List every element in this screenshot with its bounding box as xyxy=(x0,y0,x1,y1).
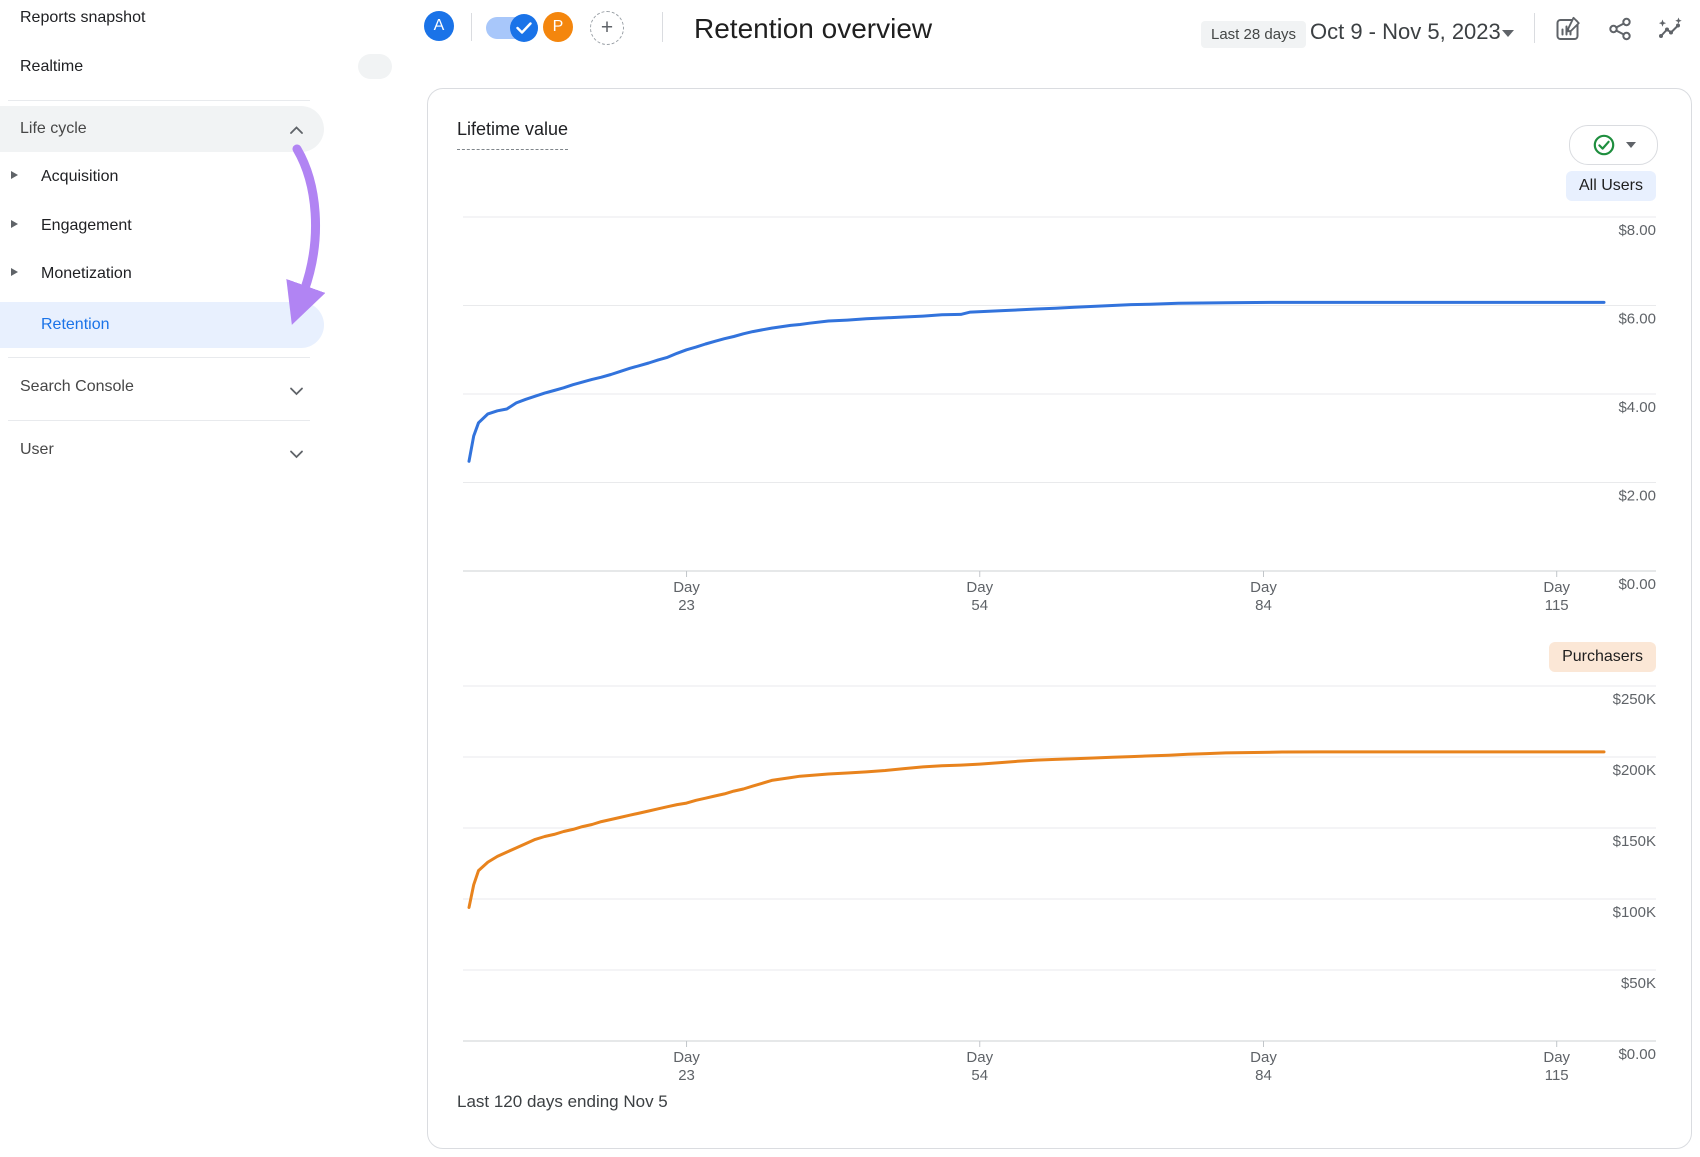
sidebar-section-label: User xyxy=(20,441,54,458)
sidebar-item-reports-snapshot[interactable]: Reports snapshot xyxy=(20,9,146,26)
report-collection-a-button[interactable]: A xyxy=(424,11,454,41)
header-divider xyxy=(471,13,472,41)
caret-down-icon xyxy=(1625,142,1636,148)
add-collection-button[interactable]: + xyxy=(590,11,624,45)
sidebar: Reports snapshot Realtime Life cycle Acq… xyxy=(0,0,330,1157)
y-axis-label: $50K xyxy=(1621,975,1656,992)
scroll-remnant xyxy=(358,54,392,79)
expand-triangle-icon[interactable] xyxy=(11,171,18,179)
page-title: Retention overview xyxy=(694,13,933,44)
edit-report-button[interactable] xyxy=(1552,13,1584,45)
header-divider xyxy=(662,12,663,42)
y-axis-label: $2.00 xyxy=(1618,488,1656,505)
all-users-ltv-chart: $0.00$2.00$4.00$6.00$8.00Day23Day54Day84… xyxy=(463,216,1656,613)
series-line-all-users[interactable] xyxy=(467,300,1606,463)
card-title[interactable]: Lifetime value xyxy=(457,119,569,150)
insights-button[interactable] xyxy=(1654,13,1686,45)
date-range-selector[interactable]: Oct 9 - Nov 5, 2023 xyxy=(1310,19,1501,44)
date-caret-down-icon[interactable] xyxy=(1502,30,1514,37)
x-axis-label: 84 xyxy=(1255,1067,1272,1084)
sidebar-item-realtime[interactable]: Realtime xyxy=(20,58,84,75)
x-axis-label: Day xyxy=(1250,1049,1277,1066)
sidebar-item-acquisition[interactable]: Acquisition xyxy=(0,166,324,192)
sidebar-section-life-cycle[interactable]: Life cycle xyxy=(0,106,324,152)
x-axis-label: Day xyxy=(966,1049,993,1066)
y-axis-label: $0.00 xyxy=(1618,1046,1656,1063)
y-axis-label: $6.00 xyxy=(1618,311,1656,328)
sidebar-item-label: Monetization xyxy=(41,265,132,282)
lifetime-value-card: Lifetime value All Users $0.00 $2.00 $4.00… xyxy=(427,88,1692,1149)
sidebar-divider xyxy=(8,420,310,421)
sidebar-divider xyxy=(8,100,310,101)
sidebar-item-label: Acquisition xyxy=(41,168,119,185)
report-collection-p-button[interactable]: P xyxy=(543,12,573,42)
x-axis-label: Day xyxy=(966,579,993,596)
header-divider xyxy=(1534,13,1535,43)
x-axis-label: 23 xyxy=(678,597,695,613)
sidebar-item-label: Engagement xyxy=(41,217,132,234)
sidebar-item-label: Retention xyxy=(41,316,110,333)
purchasers-chip: Purchasers xyxy=(1549,642,1656,672)
sidebar-section-label: Search Console xyxy=(20,378,134,395)
chevron-down-icon xyxy=(289,383,304,401)
sidebar-item-retention-selected[interactable]: Retention xyxy=(0,302,324,348)
check-icon xyxy=(516,22,532,34)
y-axis-label: $4.00 xyxy=(1618,399,1656,416)
sidebar-item-monetization[interactable]: Monetization xyxy=(0,263,324,289)
x-axis-label: 115 xyxy=(1545,597,1569,613)
x-axis-label: 54 xyxy=(971,597,988,613)
y-axis-label: $150K xyxy=(1613,833,1656,850)
y-axis-label: $200K xyxy=(1613,762,1656,779)
sidebar-section-search-console[interactable]: Search Console xyxy=(0,375,324,403)
insights-icon xyxy=(1658,17,1682,38)
sidebar-item-engagement[interactable]: Engagement xyxy=(0,215,324,241)
y-axis-label: $250K xyxy=(1613,691,1656,708)
x-axis-label: 23 xyxy=(678,1067,695,1084)
metric-filter-button[interactable] xyxy=(1569,125,1658,165)
all-users-chip: All Users xyxy=(1565,171,1656,201)
toggle-check-knob[interactable] xyxy=(510,14,538,42)
x-axis-label: Day xyxy=(1543,1049,1570,1066)
date-range-preset-badge: Last 28 days xyxy=(1201,21,1307,48)
y-axis-label: $0.00 xyxy=(1618,576,1656,593)
sidebar-section-label: Life cycle xyxy=(20,120,87,137)
share-button[interactable] xyxy=(1604,13,1636,45)
series-line-purchasers[interactable] xyxy=(467,750,1606,909)
x-axis-label: Day xyxy=(673,579,700,596)
x-axis-label: Day xyxy=(673,1049,700,1066)
x-axis-label: Day xyxy=(1543,579,1570,596)
sidebar-divider xyxy=(8,357,310,358)
expand-triangle-icon[interactable] xyxy=(11,268,18,276)
x-axis-label: 84 xyxy=(1255,597,1272,613)
check-circle-icon xyxy=(1593,134,1614,156)
chart-footnote: Last 120 days ending Nov 5 xyxy=(457,1092,668,1111)
y-axis-label: $8.00 xyxy=(1618,222,1656,239)
sidebar-section-user[interactable]: User xyxy=(0,438,324,466)
x-axis-label: 54 xyxy=(971,1067,988,1084)
y-axis-label: $100K xyxy=(1613,904,1656,921)
purchasers-ltv-chart: $0.00$50K$100K$150K$200K$250KDay23Day54D… xyxy=(463,685,1656,1084)
x-axis-label: Day xyxy=(1250,579,1277,596)
chevron-down-icon xyxy=(289,446,304,464)
expand-triangle-icon[interactable] xyxy=(11,220,18,228)
x-axis-label: 115 xyxy=(1545,1067,1569,1084)
edit-report-icon xyxy=(1556,16,1580,40)
chevron-up-icon xyxy=(289,122,304,140)
share-icon xyxy=(1609,17,1631,41)
